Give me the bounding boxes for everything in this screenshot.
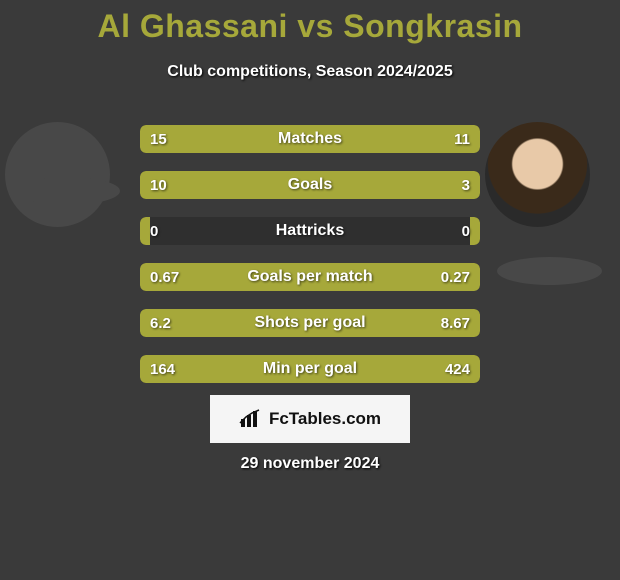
- stat-row: 1511Matches: [140, 125, 480, 153]
- player-right-shadow: [497, 257, 602, 285]
- stat-row: 103Goals: [140, 171, 480, 199]
- player-right-avatar: [485, 122, 590, 227]
- stat-row: 00Hattricks: [140, 217, 480, 245]
- stats-bars-container: 1511Matches 103Goals 00Hattricks 0.670.27Go…: [140, 125, 480, 401]
- chart-icon: [239, 409, 263, 429]
- comparison-date: 29 november 2024: [0, 455, 620, 473]
- branding-badge: FcTables.com: [210, 395, 410, 443]
- stat-label: Shots per goal: [140, 309, 480, 337]
- stat-label: Goals per match: [140, 263, 480, 291]
- player-left-shadow: [15, 177, 120, 205]
- stat-label: Min per goal: [140, 355, 480, 383]
- player-left-avatar: [5, 122, 110, 227]
- stat-label: Goals: [140, 171, 480, 199]
- comparison-title: Al Ghassani vs Songkrasin: [0, 0, 620, 45]
- stat-row: 0.670.27Goals per match: [140, 263, 480, 291]
- comparison-subtitle: Club competitions, Season 2024/2025: [0, 63, 620, 81]
- stat-row: 164424Min per goal: [140, 355, 480, 383]
- stat-label: Matches: [140, 125, 480, 153]
- stat-row: 6.28.67Shots per goal: [140, 309, 480, 337]
- stat-label: Hattricks: [140, 217, 480, 245]
- branding-text: FcTables.com: [269, 409, 381, 429]
